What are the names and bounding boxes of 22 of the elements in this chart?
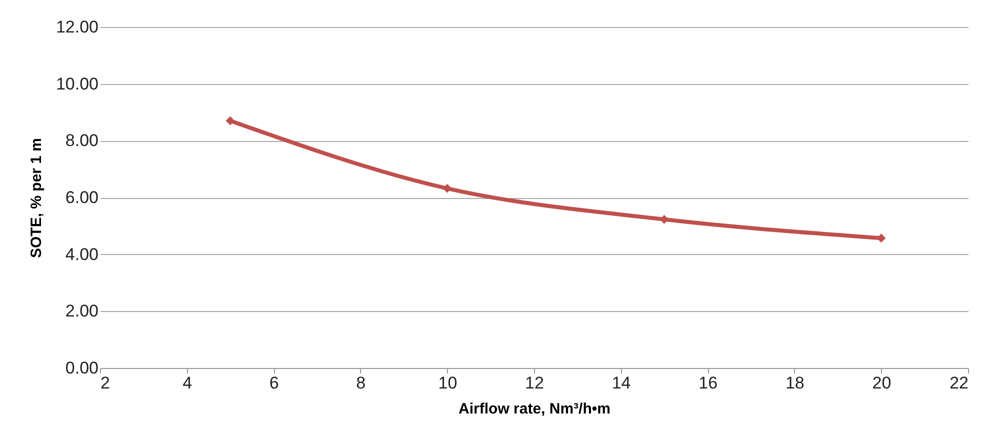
- y-tick-label: 4.00: [65, 244, 98, 264]
- x-axis-title: Airflow rate, Nm³/h•m: [458, 400, 610, 418]
- y-tick-label: 0.00: [65, 358, 98, 378]
- x-tick-label: 14: [612, 374, 631, 392]
- x-tick-label: 20: [872, 374, 892, 392]
- x-tick-label: 12: [525, 374, 544, 392]
- y-tick-label: 2.00: [65, 302, 98, 321]
- y-tick-label: 10.00: [56, 74, 98, 94]
- y-tick-label: 12.00: [56, 18, 98, 36]
- x-tick-label: 16: [698, 374, 718, 392]
- x-tick-label: 18: [785, 374, 804, 392]
- x-tick-label: 22: [950, 374, 968, 392]
- x-tick-label: 4: [182, 374, 192, 392]
- y-axis-title: SOTE, % per 1 m: [28, 138, 45, 258]
- y-tick-label: 8.00: [65, 131, 98, 150]
- x-tick-label: 2: [100, 374, 110, 392]
- point: [442, 184, 452, 193]
- x-tick-label: 10: [438, 374, 458, 392]
- x-tick-label: 6: [269, 374, 279, 392]
- y-tick-label: 6.00: [65, 188, 98, 207]
- x-tick-label: 8: [356, 374, 366, 392]
- point: [226, 116, 235, 126]
